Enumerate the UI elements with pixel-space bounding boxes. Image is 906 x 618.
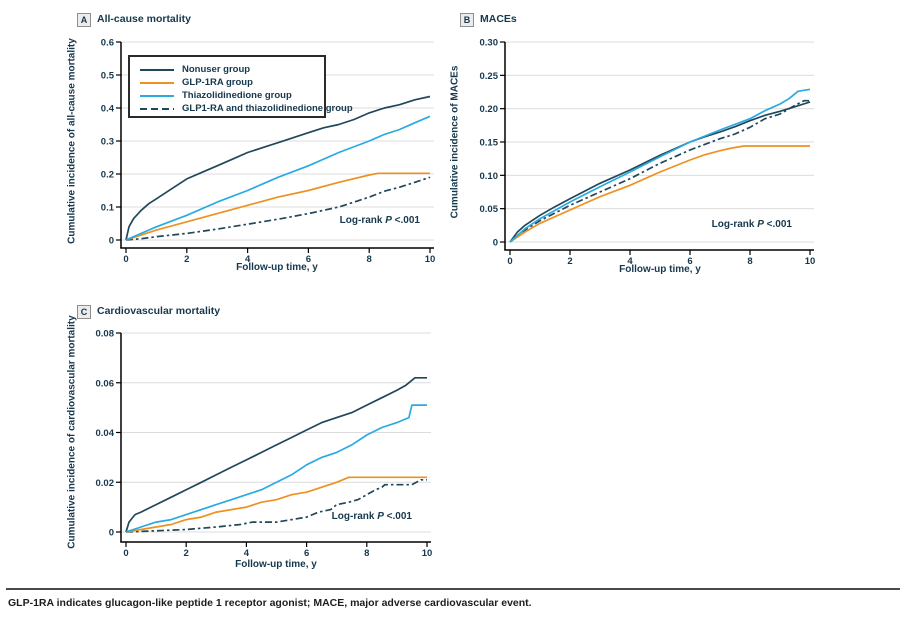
- axes: 0 0.1 0.2 0.3 0.4 0.5 0.6 0 2 4 6 8 10: [101, 38, 436, 266]
- panel-b-x-axis-label: Follow-up time, y: [619, 264, 701, 275]
- series: [125, 376, 427, 533]
- panel-c-logrank-annotation: Log-rank P <.001: [302, 511, 412, 522]
- series-line-nonuser-group: [125, 95, 431, 241]
- series: [125, 95, 431, 241]
- series-line-glp1-ra-and-thiazolidinedione-group: [509, 99, 810, 243]
- x-tick-label: 0: [123, 548, 128, 559]
- panel-c-chart: 0 0.02 0.04 0.06 0.08 0 2 4 6 8 10: [96, 329, 433, 560]
- panel-c-title: Cardiovascular mortality: [97, 305, 221, 317]
- x-tick-label: 4: [244, 548, 250, 559]
- axes: 0 0.02 0.04 0.06 0.08 0 2 4 6 8 10: [96, 329, 433, 560]
- legend-label: GLP1-RA and thiazolidinedione group: [182, 103, 353, 114]
- x-tick-label: 10: [422, 548, 433, 559]
- axes: 0 0.05 0.10 0.15 0.20 0.25 0.30 0 2 4 6 8 10: [480, 38, 816, 268]
- x-tick-label: 8: [747, 256, 752, 267]
- x-tick-label: 0: [123, 254, 128, 265]
- legend-item-nonuser: Nonuser group: [140, 63, 316, 76]
- thiazolidinedione-line-swatch: [140, 94, 174, 97]
- y-tick-label: 0.04: [96, 428, 115, 439]
- series-line-thiazolidinedione-group: [125, 115, 431, 241]
- y-tick-label: 0.10: [480, 171, 499, 182]
- y-tick-label: 0.06: [96, 378, 115, 389]
- legend: Nonuser group GLP-1RA group Thiazolidine…: [128, 55, 353, 118]
- panel-a-logrank-annotation: Log-rank P <.001: [310, 215, 420, 226]
- logrank-value: <.001: [383, 511, 412, 522]
- logrank-value: <.001: [391, 215, 420, 226]
- x-tick-label: 2: [567, 256, 572, 267]
- y-tick-label: 0.15: [480, 138, 499, 149]
- x-tick-label: 6: [306, 254, 311, 265]
- series-line-thiazolidinedione-group: [509, 88, 811, 243]
- series-line-nonuser-group: [125, 376, 427, 533]
- y-tick-label: 0: [109, 236, 114, 247]
- y-tick-label: 0.4: [101, 104, 115, 115]
- logrank-p: P: [385, 215, 392, 226]
- logrank-prefix: Log-rank: [711, 219, 758, 230]
- y-tick-label: 0.02: [96, 478, 115, 489]
- logrank-prefix: Log-rank: [339, 215, 386, 226]
- y-tick-label: 0.08: [96, 329, 115, 340]
- series-line-glp-1ra-group: [125, 172, 430, 241]
- x-tick-label: 4: [245, 254, 251, 265]
- panel-c-x-axis-label: Follow-up time, y: [235, 559, 317, 570]
- y-tick-label: 0.2: [101, 170, 114, 181]
- series-line-glp-1ra-group: [509, 145, 810, 243]
- logrank-prefix: Log-rank: [331, 511, 378, 522]
- gridlines: [505, 41, 814, 243]
- legend-item-combination: GLP1-RA and thiazolidinedione group: [140, 102, 353, 115]
- y-tick-label: 0: [109, 528, 114, 539]
- gridlines: [121, 332, 431, 533]
- panel-b-logrank-annotation: Log-rank P <.001: [682, 219, 792, 230]
- y-tick-label: 0.1: [101, 203, 115, 214]
- legend-item-thiazolidinedione: Thiazolidinedione group: [140, 89, 316, 102]
- nonuser-line-swatch: [140, 68, 174, 71]
- x-tick-label: 10: [805, 256, 816, 267]
- panel-a-y-axis-label: Cumulative incidence of all-cause mortal…: [66, 38, 78, 244]
- series-line-thiazolidinedione-group: [125, 404, 427, 533]
- combination-line-swatch: [140, 107, 174, 110]
- series: [509, 88, 811, 243]
- panel-a-letter: A: [77, 13, 91, 27]
- panel-b-chart: 0 0.05 0.10 0.15 0.20 0.25 0.30 0 2 4 6 8 10: [480, 38, 816, 268]
- y-tick-label: 0.20: [480, 104, 499, 115]
- x-tick-label: 2: [184, 254, 189, 265]
- panel-b-y-axis-label: Cumulative incidence of MACEs: [449, 65, 461, 219]
- x-tick-label: 10: [425, 254, 436, 265]
- panel-a-title: All-cause mortality: [97, 13, 191, 25]
- logrank-p: P: [377, 511, 384, 522]
- x-tick-label: 6: [687, 256, 692, 267]
- panel-c-y-axis-label: Cumulative incidence of cardiovascular m…: [66, 315, 78, 549]
- series-line-glp-1ra-group: [125, 476, 427, 533]
- legend-label: Thiazolidinedione group: [182, 90, 292, 101]
- panel-b-title: MACEs: [480, 13, 517, 25]
- y-tick-label: 0: [493, 238, 498, 249]
- x-tick-label: 8: [364, 548, 369, 559]
- panel-a-x-axis-label: Follow-up time, y: [236, 262, 318, 273]
- panel-c-letter: C: [77, 305, 91, 319]
- x-tick-label: 0: [507, 256, 512, 267]
- legend-label: Nonuser group: [182, 64, 251, 75]
- y-tick-label: 0.25: [480, 71, 499, 82]
- series-line-glp1-ra-and-thiazolidinedione-group: [125, 478, 427, 533]
- figure-caption: GLP-1RA indicates glucagon-like peptide …: [8, 597, 532, 609]
- x-tick-label: 2: [184, 548, 189, 559]
- x-tick-label: 8: [367, 254, 372, 265]
- y-tick-label: 0.3: [101, 137, 114, 148]
- y-tick-label: 0.30: [480, 38, 499, 49]
- logrank-value: <.001: [763, 219, 792, 230]
- legend-label: GLP-1RA group: [182, 77, 253, 88]
- legend-item-glp1ra: GLP-1RA group: [140, 76, 316, 89]
- glp1ra-line-swatch: [140, 81, 174, 84]
- y-tick-label: 0.6: [101, 38, 114, 49]
- footer-divider: [6, 588, 900, 590]
- panel-b-letter: B: [460, 13, 474, 27]
- series-line-glp1-ra-and-thiazolidinedione-group: [125, 176, 431, 241]
- y-tick-label: 0.05: [480, 204, 499, 215]
- y-tick-label: 0.5: [101, 71, 115, 82]
- x-tick-label: 4: [627, 256, 633, 267]
- x-tick-label: 6: [304, 548, 309, 559]
- logrank-p: P: [757, 219, 764, 230]
